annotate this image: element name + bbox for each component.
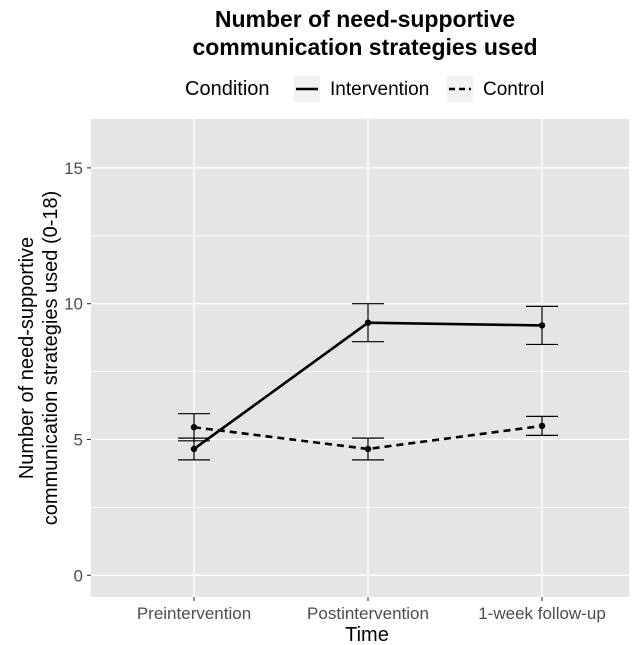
chart-title-line-1: Number of need-supportive — [215, 6, 515, 32]
y-tick-label: 10 — [64, 295, 83, 314]
plot-panel — [91, 119, 629, 597]
legend-title: Condition — [185, 78, 270, 100]
legend-entry-control: Control — [483, 79, 544, 100]
y-axis-ticks: 0 5 10 15 — [64, 159, 91, 585]
chart-title-line-2: communication strategies used — [192, 34, 537, 60]
y-axis-title-line-2: communication strategies used (0-18) — [40, 191, 62, 526]
data-point-control — [190, 424, 198, 431]
data-point-control — [538, 422, 546, 430]
grid-minor — [91, 235, 629, 508]
data-point-intervention — [190, 445, 198, 453]
data-points — [190, 319, 546, 453]
data-point-intervention — [364, 319, 372, 326]
legend: Condition Intervention Control — [185, 76, 544, 102]
data-point-intervention — [538, 322, 546, 329]
series-line-control — [193, 424, 543, 451]
x-tick-label: Preintervention — [137, 604, 251, 623]
y-tick-label: 0 — [74, 566, 83, 585]
x-tick-label: Postintervention — [307, 604, 429, 623]
y-tick-label: 5 — [74, 430, 83, 449]
x-tick-label: 1-week follow-up — [478, 604, 606, 623]
data-point-control — [364, 445, 372, 453]
legend-entry-intervention: Intervention — [330, 79, 429, 100]
x-axis-title: Time — [345, 624, 389, 645]
x-axis-ticks: Preintervention Postintervention 1-week fo… — [137, 597, 606, 623]
y-axis-title-line-1: Number of need-supportive — [16, 237, 38, 479]
y-tick-label: 15 — [64, 159, 83, 178]
